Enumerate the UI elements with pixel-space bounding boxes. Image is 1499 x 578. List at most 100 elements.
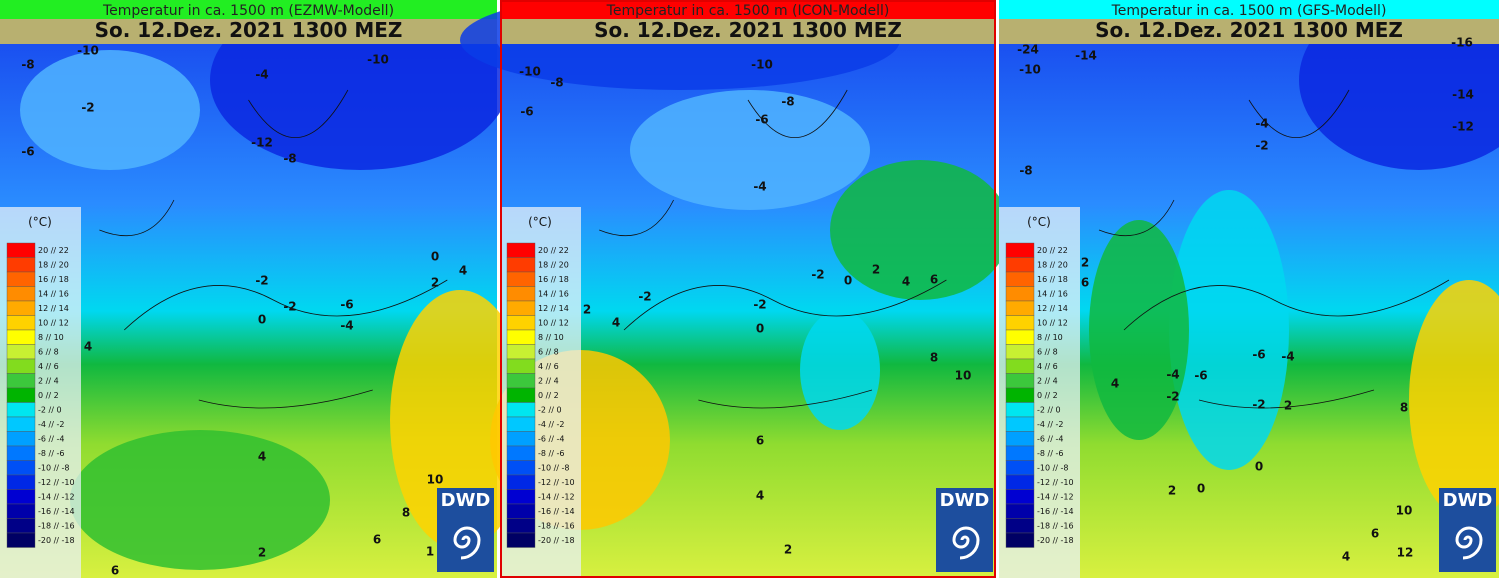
- legend-label: 0 // 2: [1037, 391, 1058, 400]
- legend-label: 8 // 10: [1037, 333, 1063, 342]
- temperature-area: [390, 290, 530, 550]
- legend-label: -14 // -12: [1037, 493, 1074, 502]
- contour-label: 4: [1342, 550, 1350, 564]
- legend-swatch: [6, 489, 36, 505]
- map-panel: Temperatur in ca. 1500 m (ICON-Modell)So…: [460, 0, 1010, 578]
- temperature-area: [1089, 220, 1189, 440]
- contour-label: -4: [753, 180, 766, 194]
- temperature-area: [630, 90, 870, 210]
- legend-swatch: [6, 358, 36, 374]
- date-bar: [0, 19, 497, 44]
- legend-swatch: [506, 242, 536, 258]
- legend-label: 18 // 20: [1037, 261, 1068, 270]
- legend-label: -4 // -2: [1037, 420, 1063, 429]
- legend-swatch: [6, 460, 36, 476]
- contour-label: 4: [612, 316, 620, 330]
- legend-swatch: [1005, 242, 1035, 258]
- contour-label: -8: [283, 152, 296, 166]
- dwd-logo-text: DWD: [441, 490, 491, 511]
- legend-swatch: [1005, 329, 1035, 345]
- legend-swatch: [6, 387, 36, 403]
- legend-swatch: [1005, 300, 1035, 316]
- contour-label: -10: [1019, 63, 1041, 77]
- contour-label: 0: [258, 313, 266, 327]
- contour-label: -8: [21, 58, 34, 72]
- contour-label: -16: [1451, 36, 1473, 50]
- legend-label: 12 // 14: [1037, 304, 1068, 313]
- legend-label: -10 // -8: [538, 464, 570, 473]
- legend-swatch: [6, 329, 36, 345]
- legend-swatch: [6, 257, 36, 273]
- legend-swatch: [6, 402, 36, 418]
- contour-label: 0: [1255, 460, 1263, 474]
- map-panel: Temperatur in ca. 1500 m (GFS-Modell)So.…: [999, 0, 1499, 578]
- legend-swatch: [6, 300, 36, 316]
- contour-label: 6: [1371, 527, 1379, 541]
- legend-swatch: [6, 286, 36, 302]
- contour-label: 10: [427, 473, 444, 487]
- legend-swatch: [1005, 257, 1035, 273]
- legend-swatch: [1005, 474, 1035, 490]
- contour-label: -8: [781, 95, 794, 109]
- legend-label: 0 // 2: [38, 391, 59, 400]
- legend-swatch: [506, 402, 536, 418]
- contour-label: -2: [1255, 139, 1268, 153]
- contour-label: -2: [81, 101, 94, 115]
- header-bar: [500, 0, 996, 19]
- legend-swatch: [1005, 373, 1035, 389]
- temperature-area: [70, 430, 330, 570]
- contour-label: -2: [1252, 398, 1265, 412]
- contour-label: -12: [1452, 120, 1474, 134]
- legend-label: 18 // 20: [38, 261, 69, 270]
- contour-label: 8: [930, 351, 938, 365]
- contour-label: 8: [402, 506, 410, 520]
- temperature-area: [830, 160, 1010, 300]
- legend-swatch: [6, 416, 36, 432]
- legend-swatch: [1005, 286, 1035, 302]
- contour-label: -2: [638, 290, 651, 304]
- legend-label: -12 // -10: [38, 478, 75, 487]
- date: So. 12.Dez. 2021 1300 MEZ: [95, 18, 403, 42]
- legend-label: 10 // 12: [538, 319, 569, 328]
- coastline: [1098, 89, 1450, 409]
- legend-label: -6 // -4: [538, 435, 564, 444]
- legend-label: 14 // 16: [538, 290, 569, 299]
- contour-label: -2: [1166, 390, 1179, 404]
- legend-label: 18 // 20: [538, 261, 569, 270]
- contour-label: 0: [756, 322, 764, 336]
- legend-swatch: [506, 518, 536, 534]
- legend-swatch: [506, 257, 536, 273]
- contour-label: 6: [756, 434, 764, 448]
- temperature-area: [1409, 280, 1499, 520]
- contour-label: -10: [77, 44, 99, 58]
- contour-label: 4: [1111, 377, 1119, 391]
- legend-swatch: [6, 445, 36, 461]
- legend-swatch: [506, 460, 536, 476]
- legend-swatch: [6, 503, 36, 519]
- legend-label: 16 // 18: [538, 275, 569, 284]
- legend-unit: (°C): [1027, 215, 1051, 229]
- panel-border: [500, 0, 996, 578]
- contour-label: 2: [1284, 399, 1292, 413]
- contour-label: 2: [872, 263, 880, 277]
- date-bar: [999, 19, 1499, 44]
- legend-label: -20 // -18: [1037, 536, 1074, 545]
- contour-label: 10: [1396, 504, 1413, 518]
- legend-swatch: [506, 300, 536, 316]
- legend-swatch: [1005, 315, 1035, 331]
- legend-label: 2 // 4: [38, 377, 59, 386]
- contour-label: 4: [756, 489, 764, 503]
- contour-label: -2: [283, 300, 296, 314]
- legend-label: 4 // 6: [38, 362, 59, 371]
- legend-unit: (°C): [528, 215, 552, 229]
- contour-label: -12: [251, 136, 273, 150]
- contour-label: -6: [755, 113, 768, 127]
- legend-label: 12 // 14: [38, 304, 69, 313]
- legend-label: 4 // 6: [1037, 362, 1058, 371]
- legend-swatch: [506, 271, 536, 287]
- contour-label: -2: [753, 298, 766, 312]
- legend-label: -6 // -4: [1037, 435, 1063, 444]
- contour-label: -6: [1194, 369, 1207, 383]
- contour-label: -4: [1166, 368, 1179, 382]
